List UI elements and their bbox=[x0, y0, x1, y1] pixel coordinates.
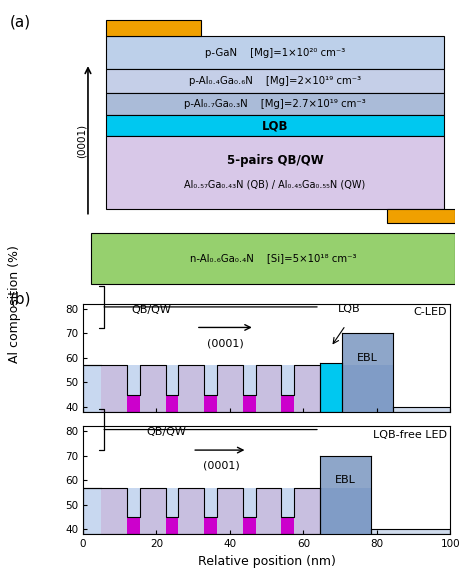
Text: C-LED: C-LED bbox=[413, 307, 447, 317]
Text: (0001): (0001) bbox=[203, 461, 240, 471]
Bar bbox=[106, 93, 444, 116]
Bar bbox=[106, 20, 201, 36]
Text: LQB: LQB bbox=[338, 304, 361, 315]
Text: Al composition (%): Al composition (%) bbox=[8, 245, 21, 363]
Text: (0001): (0001) bbox=[77, 124, 87, 158]
Text: (0001): (0001) bbox=[207, 338, 244, 348]
Bar bbox=[106, 116, 444, 136]
Text: EBL: EBL bbox=[335, 475, 356, 485]
X-axis label: Relative position (nm): Relative position (nm) bbox=[198, 555, 336, 568]
Text: Al₀.₅₇Ga₀.₄₃N (QB) / Al₀.₄₅Ga₀.₅₅N (QW): Al₀.₅₇Ga₀.₄₃N (QB) / Al₀.₄₅Ga₀.₅₅N (QW) bbox=[184, 179, 365, 189]
Bar bbox=[106, 136, 444, 208]
Text: (a): (a) bbox=[9, 15, 31, 30]
Bar bbox=[91, 233, 455, 284]
Text: n-Al₀.₆Ga₀.₄N    [Si]=5×10¹⁸ cm⁻³: n-Al₀.₆Ga₀.₄N [Si]=5×10¹⁸ cm⁻³ bbox=[190, 253, 356, 263]
Text: LQB-free LED: LQB-free LED bbox=[373, 430, 447, 440]
Text: EBL: EBL bbox=[357, 353, 378, 363]
Text: QB/QW: QB/QW bbox=[131, 305, 171, 315]
Bar bbox=[106, 36, 444, 69]
Text: QB/QW: QB/QW bbox=[146, 427, 186, 437]
Text: p-Al₀.₄Ga₀.₆N    [Mg]=2×10¹⁹ cm⁻³: p-Al₀.₄Ga₀.₆N [Mg]=2×10¹⁹ cm⁻³ bbox=[189, 76, 361, 86]
Text: p-Al₀.₇Ga₀.₃N    [Mg]=2.7×10¹⁹ cm⁻³: p-Al₀.₇Ga₀.₃N [Mg]=2.7×10¹⁹ cm⁻³ bbox=[184, 99, 366, 109]
Text: 5-pairs QB/QW: 5-pairs QB/QW bbox=[227, 154, 323, 167]
Bar bbox=[387, 208, 455, 223]
Text: (b): (b) bbox=[9, 292, 31, 307]
Bar bbox=[106, 69, 444, 93]
Text: p-GaN    [Mg]=1×10²⁰ cm⁻³: p-GaN [Mg]=1×10²⁰ cm⁻³ bbox=[205, 47, 345, 57]
Text: LQB: LQB bbox=[262, 119, 288, 132]
